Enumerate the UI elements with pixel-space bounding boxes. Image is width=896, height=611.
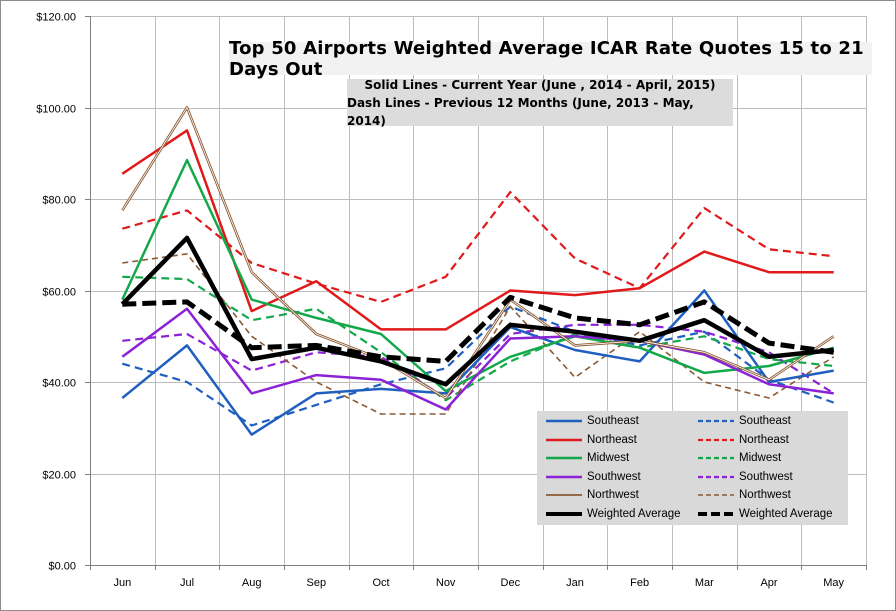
- legend-swatch: [698, 512, 734, 516]
- subtitle-line-solid: Solid Lines - Current Year (June , 2014 …: [364, 77, 716, 92]
- legend-label: Northwest: [739, 489, 791, 502]
- y-tick-label: $40.00: [42, 378, 76, 390]
- x-tick-label: Mar: [695, 577, 714, 589]
- legend-label: Midwest: [587, 452, 630, 465]
- legend-item: Southeast: [545, 412, 639, 430]
- series-line-northwest-inner: [121, 107, 834, 399]
- legend-label: Weighted Average: [739, 508, 833, 520]
- legend-swatch: [546, 475, 582, 479]
- legend-item: Northeast: [545, 431, 637, 449]
- subtitle-line-dashed: Dash Lines - Previous 12 Months (June, 2…: [347, 95, 694, 128]
- legend-swatch: [546, 419, 582, 423]
- legend-label: Southwest: [739, 470, 793, 483]
- legend-swatch: [546, 494, 582, 497]
- legend-swatch: [546, 512, 582, 516]
- legend-label: Midwest: [739, 452, 782, 465]
- legend-swatch: [546, 456, 582, 460]
- y-tick-label: $60.00: [42, 287, 76, 299]
- chart-subtitle-box: Solid Lines - Current Year (June , 2014 …: [347, 77, 733, 128]
- x-tick-label: Jul: [180, 577, 194, 589]
- legend-item: Northwest: [697, 486, 791, 504]
- y-tick-label: $0.00: [48, 561, 76, 573]
- series-line-midwest-dashed: [122, 275, 834, 402]
- x-tick-label: May: [823, 577, 844, 589]
- x-tick-label: Jun: [113, 577, 131, 589]
- y-tick-label: $20.00: [42, 470, 76, 482]
- series-line-northeast-solid: [121, 129, 834, 331]
- legend-swatch: [698, 457, 734, 460]
- tick-labels: $0.00 $20.00 $40.00 $60.00 $80.00 $100.00 $120…: [36, 12, 844, 590]
- legend-item: Midwest: [545, 449, 629, 467]
- legend-label: Southwest: [587, 470, 641, 483]
- y-tick-label: $120.00: [36, 12, 76, 24]
- legend: Southeast Northeast Midwest Southwest Northw…: [537, 411, 848, 525]
- axes: [85, 16, 867, 570]
- series-line-southwest-solid: [121, 307, 834, 411]
- legend-item: Northwest: [545, 486, 639, 504]
- x-tick-label: Jan: [566, 577, 584, 589]
- series-line-northwest-dashed: [122, 253, 835, 415]
- chart-title: Top 50 Airports Weighted Average ICAR Ra…: [229, 38, 872, 80]
- series-line-southeast-solid: [121, 289, 834, 436]
- x-tick-label: Apr: [760, 577, 777, 589]
- legend-swatch: [698, 419, 734, 423]
- y-tick-label: $80.00: [42, 195, 76, 207]
- y-tick-label: $100.00: [36, 104, 76, 116]
- x-tick-label: Feb: [630, 577, 649, 589]
- series-lines: [120, 106, 835, 436]
- x-tick-label: Dec: [501, 577, 521, 589]
- legend-label: Weighted Average: [587, 508, 681, 520]
- legend-label: Southeast: [587, 415, 639, 427]
- legend-label: Southeast: [739, 415, 791, 427]
- series-line-southwest-dashed: [122, 323, 835, 400]
- legend-swatch: [698, 438, 734, 441]
- legend-item: Southwest: [697, 468, 793, 486]
- legend-swatch: [698, 475, 734, 478]
- series-line-weighted-average-solid: [120, 235, 834, 387]
- series-line-northeast-dashed: [122, 191, 834, 303]
- legend-label: Northeast: [587, 433, 637, 446]
- x-tick-label: Nov: [436, 577, 456, 589]
- legend-item: Southeast: [697, 412, 791, 430]
- legend-swatch: [698, 494, 734, 497]
- legend-item: Southwest: [545, 468, 641, 486]
- legend-swatch: [546, 438, 582, 441]
- legend-item: Northeast: [697, 431, 789, 449]
- x-tick-label: Aug: [242, 577, 262, 589]
- legend-item: Weighted Average: [545, 505, 681, 523]
- legend-item: Midwest: [697, 449, 781, 467]
- legend-label: Northwest: [587, 489, 639, 502]
- legend-label: Northeast: [739, 433, 789, 446]
- legend-item: Weighted Average: [697, 505, 833, 523]
- x-tick-label: Sep: [307, 577, 327, 589]
- x-tick-label: Oct: [372, 577, 389, 589]
